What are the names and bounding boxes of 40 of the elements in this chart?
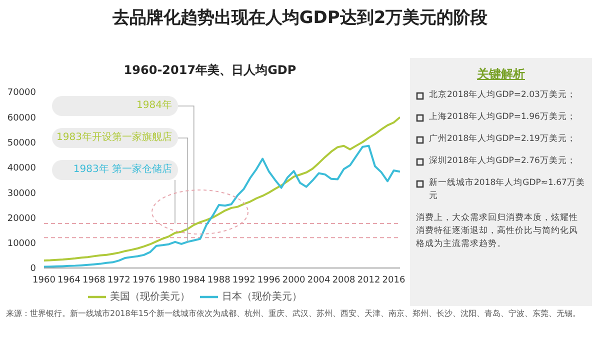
y-tick-label: 0 (30, 264, 36, 274)
x-tick-label: 2000 (282, 275, 306, 286)
x-tick-label: 2004 (307, 275, 331, 286)
y-tick-label: 40000 (7, 164, 36, 174)
x-tick-label: 1992 (232, 275, 256, 286)
text: 广州2018年人均GDP=2.19万美元； (429, 133, 576, 146)
y-tick-label: 70000 (7, 88, 36, 98)
annotation: 1983年 第一家仓储店 (72, 164, 172, 176)
y-tick-label: 30000 (7, 188, 36, 199)
x-tick-label: 1968 (82, 275, 106, 286)
line-series (44, 116, 400, 262)
x-tick-label: 2012 (357, 275, 380, 286)
text: 关键解析 (476, 66, 526, 83)
y-tick-label: 10000 (7, 239, 36, 250)
x-tick-label: 2008 (332, 275, 356, 286)
text: 深圳2018年人均GDP=2.76万美元； (429, 155, 576, 168)
x-tick-label: 1976 (132, 275, 156, 286)
x-tick-label: 2016 (382, 275, 406, 286)
text: 上海2018年人均GDP=1.96万美元； (429, 111, 576, 124)
chart-title: 去品牌化趋势出现在人均GDP达到2万美元的阶段 (111, 7, 489, 29)
legend-label: 美国（现价美元） (110, 292, 190, 303)
x-tick-label: 1960 (32, 275, 56, 286)
line-series (44, 144, 400, 268)
annotation: 1983年开设第一家旗舰店 (56, 132, 172, 144)
text: 北京2018年人均GDP=2.03万美元； (429, 89, 576, 102)
y-tick-label: 50000 (7, 138, 36, 148)
x-tick-label: 1984 (182, 275, 206, 286)
y-tick-label: 20000 (7, 214, 36, 224)
text: 新一线城市2018年人均GDP≈1.67万美元 (429, 177, 586, 203)
y-tick-label: 60000 (7, 113, 36, 124)
annotation: 1984年 (136, 100, 172, 112)
text: 消费上，大众需求回归消费本质，炫耀性消费特征逐渐退却，高性价比与简约化风格成为主流需求趋势。 (416, 212, 579, 251)
x-tick-label: 1988 (207, 275, 231, 286)
x-tick-label: 1980 (157, 275, 181, 286)
x-tick-label: 1964 (58, 275, 81, 286)
chart-subtitle: 1960-2017年美、日人均GDP (122, 62, 298, 79)
x-tick-label: 1996 (257, 275, 281, 286)
source-note: 来源：世界银行。新一线城市2018年15个新一线城市依次为成都、杭州、重庆、武汉、苏州、西安、天津、南京、郑州、长沙、沈阳、青岛、宁波、东莞、无锡。 (6, 308, 582, 319)
legend-label: 日本（现价美元） (222, 292, 302, 303)
x-tick-label: 1972 (107, 275, 130, 286)
